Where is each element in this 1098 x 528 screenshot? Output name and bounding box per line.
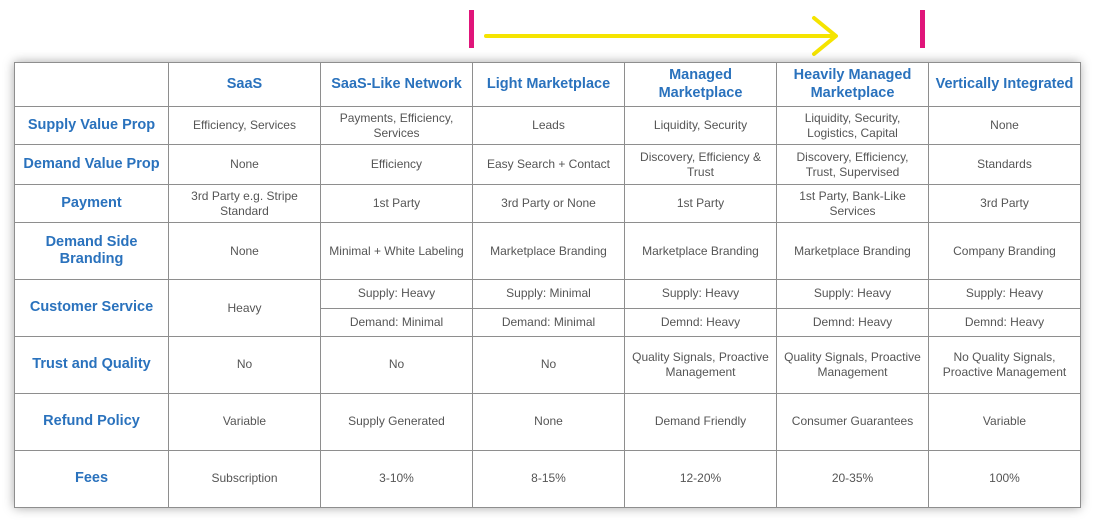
column-header: Heavily Managed Marketplace [776,61,929,108]
table-cell: 3rd Party e.g. Stripe Standard [168,184,321,224]
table-cell: 1st Party [624,184,777,224]
table-cell: No [472,335,625,394]
table-cell: None [928,106,1081,146]
row-header: Demand Value Prop [14,144,169,186]
column-header: Vertically Integrated [928,61,1081,108]
comparison-table-container: SaaS SaaS-Like Network Light Marketplace… [14,61,1081,509]
marketplace-comparison-table: SaaS SaaS-Like Network Light Marketplace… [14,61,1081,509]
table-cell: Supply Generated [320,392,473,451]
table-cell: Payments, Efficiency, Services [320,106,473,146]
row-header: Trust and Quality [14,335,169,394]
left-marker [469,10,474,48]
table-cell: Marketplace Branding [472,222,625,281]
table-row: Payment 3rd Party e.g. Stripe Standard 1… [14,184,1081,224]
table-cell: 3-10% [320,449,473,509]
table-cell: Liquidity, Security, Logistics, Capital [776,106,929,146]
table-cell: Demnd: Heavy [928,307,1081,337]
table-cell: Quality Signals, Proactive Management [624,335,777,394]
table-cell: No Quality Signals, Proactive Management [928,335,1081,394]
table-cell: Discovery, Efficiency & Trust [624,144,777,186]
row-header: Customer Service [14,279,169,337]
table-cell: Marketplace Branding [776,222,929,281]
table-cell: 20-35% [776,449,929,509]
table-row: Demand Side Branding None Minimal + Whit… [14,222,1081,281]
row-header: Payment [14,184,169,224]
table-cell: Demnd: Heavy [624,307,777,337]
header-row: SaaS SaaS-Like Network Light Marketplace… [14,61,1081,108]
table-cell: 3rd Party [928,184,1081,224]
table-cell: No [168,335,321,394]
arrow-head [812,16,838,56]
column-header: Light Marketplace [472,61,625,108]
table-cell: 12-20% [624,449,777,509]
row-header: Supply Value Prop [14,106,169,146]
table-row: Demand Value Prop None Efficiency Easy S… [14,144,1081,186]
corner-cell [14,61,169,108]
table-cell: None [168,144,321,186]
table-cell: Standards [928,144,1081,186]
table-cell: 1st Party, Bank-Like Services [776,184,929,224]
table-cell: Supply: Heavy [624,279,777,309]
table-cell: Efficiency, Services [168,106,321,146]
column-header: SaaS-Like Network [320,61,473,108]
table-cell: Liquidity, Security [624,106,777,146]
table-cell: None [168,222,321,281]
right-marker [920,10,925,48]
table-cell: None [472,392,625,451]
table-cell: 8-15% [472,449,625,509]
table-row: Customer Service Heavy Supply: Heavy Sup… [14,279,1081,337]
table-cell: Demand Friendly [624,392,777,451]
table-cell: Demand: Minimal [320,307,473,337]
table-cell: Leads [472,106,625,146]
column-header: Managed Marketplace [624,61,777,108]
table-cell: Company Branding [928,222,1081,281]
table-row: Demand: Minimal Demand: Minimal Demnd: H… [15,307,1081,337]
table-row: Refund Policy Variable Supply Generated … [14,392,1081,451]
table-cell: No [320,335,473,394]
table-cell: Supply: Heavy [928,279,1081,309]
table-cell: 1st Party [320,184,473,224]
table-cell: Subscription [168,449,321,509]
table-cell: Minimal + White Labeling [320,222,473,281]
table-cell: Demand: Minimal [472,307,625,337]
table-cell: Discovery, Efficiency, Trust, Supervised [776,144,929,186]
table-row: Supply Value Prop Efficiency, Services P… [14,106,1081,146]
table-cell: Supply: Heavy [320,279,473,309]
column-header: SaaS [168,61,321,108]
table-cell: Variable [928,392,1081,451]
row-header: Refund Policy [14,392,169,451]
table-cell: Consumer Guarantees [776,392,929,451]
table-cell: Marketplace Branding [624,222,777,281]
table-cell: Heavy [168,279,321,337]
table-cell: Demnd: Heavy [776,307,929,337]
progression-arrow [469,10,925,56]
table-cell: Efficiency [320,144,473,186]
table-cell: Supply: Heavy [776,279,929,309]
table-cell: 3rd Party or None [472,184,625,224]
table-cell: Variable [168,392,321,451]
table-cell: 100% [928,449,1081,509]
table-cell: Quality Signals, Proactive Management [776,335,929,394]
table-cell: Easy Search + Contact [472,144,625,186]
row-header: Fees [14,449,169,509]
table-row: Fees Subscription 3-10% 8-15% 12-20% 20-… [14,449,1081,509]
table-row: Trust and Quality No No No Quality Signa… [14,335,1081,394]
table-cell: Supply: Minimal [472,279,625,309]
row-header: Demand Side Branding [14,222,169,281]
